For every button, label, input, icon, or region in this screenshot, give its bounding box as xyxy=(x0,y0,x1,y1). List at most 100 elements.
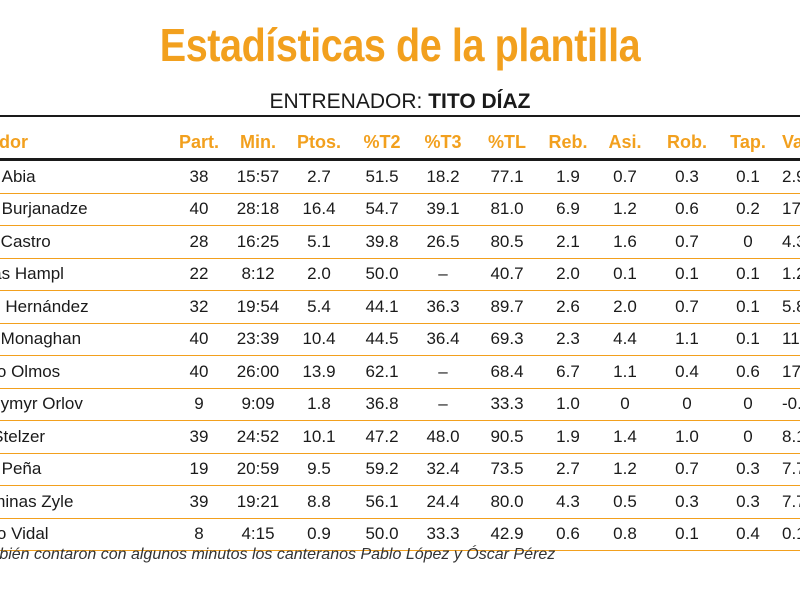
table-row: rgio Olmos4026:0013.962.1–68.46.71.10.40… xyxy=(0,355,800,389)
stat-cell: 2.0 xyxy=(286,258,352,291)
stat-cell: 40.7 xyxy=(474,258,540,291)
stat-cell: 80.5 xyxy=(474,225,540,259)
stat-cell: – xyxy=(412,388,474,421)
stat-cell: 50.0 xyxy=(352,518,412,551)
player-name-cell: rry Abia xyxy=(0,159,168,194)
stat-cell: 0.1 xyxy=(654,258,720,291)
stat-cell: 0.6 xyxy=(654,193,720,226)
header-divider xyxy=(0,115,800,117)
stat-cell: 0.1 xyxy=(720,290,776,324)
column-header: Rob. xyxy=(654,126,720,161)
stat-cell: 8.1 xyxy=(776,420,800,454)
stat-cell: 16.4 xyxy=(286,193,352,226)
column-header: Tap. xyxy=(720,126,776,161)
stat-cell: 22 xyxy=(168,258,230,291)
stat-cell: 1.1 xyxy=(596,355,654,389)
stat-cell: 36.3 xyxy=(412,290,474,324)
stat-cell: 40 xyxy=(168,355,230,389)
stat-cell: 2.9 xyxy=(776,159,800,194)
stat-cell: 6.9 xyxy=(540,193,596,226)
stat-cell: 1.9 xyxy=(540,420,596,454)
stat-cell: 0.3 xyxy=(720,485,776,519)
stat-cell: 47.2 xyxy=(352,420,412,454)
stat-cell: 77.1 xyxy=(474,159,540,194)
stat-cell: 23:39 xyxy=(230,323,286,356)
stat-cell: 19 xyxy=(168,453,230,486)
player-name-cell: us Castro xyxy=(0,225,168,259)
stat-cell: 39 xyxy=(168,485,230,519)
player-name-cell: gel Hernández xyxy=(0,290,168,324)
column-header: Va xyxy=(776,126,800,161)
coach-line: ENTRENADOR: TITO DÍAZ xyxy=(0,91,800,112)
stat-cell: 0.4 xyxy=(720,518,776,551)
page-title: Estadísticas de la plantilla xyxy=(159,19,641,71)
stat-cell: 9 xyxy=(168,388,230,421)
stat-cell: 50.0 xyxy=(352,258,412,291)
stat-cell: 2.7 xyxy=(286,159,352,194)
stat-cell: 5.8 xyxy=(776,290,800,324)
stat-cell: 4.4 xyxy=(596,323,654,356)
player-name-cell: qa Burjanadze xyxy=(0,193,168,226)
stat-cell: 32 xyxy=(168,290,230,324)
stat-cell: 9:09 xyxy=(230,388,286,421)
stat-cell: 26:00 xyxy=(230,355,286,389)
stat-cell: 36.4 xyxy=(412,323,474,356)
column-header: %T3 xyxy=(412,126,474,161)
stat-cell: 18.2 xyxy=(412,159,474,194)
column-header: Min. xyxy=(230,126,286,161)
stat-cell: 17. xyxy=(776,193,800,226)
stat-cell: 26.5 xyxy=(412,225,474,259)
stat-cell: 17. xyxy=(776,355,800,389)
stat-cell: 44.5 xyxy=(352,323,412,356)
stat-cell: 81.0 xyxy=(474,193,540,226)
stat-cell: 2.6 xyxy=(540,290,596,324)
stat-cell: 0.3 xyxy=(720,453,776,486)
stat-cell: 0.3 xyxy=(654,485,720,519)
stat-cell: 39 xyxy=(168,420,230,454)
stat-cell: 59.2 xyxy=(352,453,412,486)
stat-cell: 24.4 xyxy=(412,485,474,519)
stats-table: gadorPart.Min.Ptos.%T2%T3%TLReb.Asi.Rob.… xyxy=(0,126,800,551)
stat-cell: 2.3 xyxy=(540,323,596,356)
stat-cell: 1.6 xyxy=(596,225,654,259)
column-header: Asi. xyxy=(596,126,654,161)
stat-cell: 39.1 xyxy=(412,193,474,226)
player-name-cell: mas Hampl xyxy=(0,258,168,291)
stat-cell: 39.8 xyxy=(352,225,412,259)
stat-cell: 28:18 xyxy=(230,193,286,226)
table-row: ch Monaghan4023:3910.444.536.469.32.34.4… xyxy=(0,323,800,356)
stat-cell: 0.1 xyxy=(720,159,776,194)
stat-cell: 16:25 xyxy=(230,225,286,259)
player-name-cell: rgio Vidal xyxy=(0,518,168,551)
stat-cell: 1.9 xyxy=(540,159,596,194)
stat-cell: 0.7 xyxy=(596,159,654,194)
stat-cell: 2.0 xyxy=(540,258,596,291)
stat-cell: 89.7 xyxy=(474,290,540,324)
stat-cell: 0 xyxy=(720,225,776,259)
stat-cell: 1.2 xyxy=(596,453,654,486)
player-name-cell: rgio Olmos xyxy=(0,355,168,389)
stat-cell: 0.9 xyxy=(286,518,352,551)
player-name-cell: diminas Zyle xyxy=(0,485,168,519)
stat-cell: 0 xyxy=(720,388,776,421)
stat-cell: 56.1 xyxy=(352,485,412,519)
column-header: Part. xyxy=(168,126,230,161)
stat-cell: 0.1 xyxy=(654,518,720,551)
stat-cell: 5.1 xyxy=(286,225,352,259)
stat-cell: 0 xyxy=(596,388,654,421)
stat-cell: 62.1 xyxy=(352,355,412,389)
stat-cell: 0.1 xyxy=(720,323,776,356)
stat-cell: 11. xyxy=(776,323,800,356)
player-name-cell: lodymyr Orlov xyxy=(0,388,168,421)
stat-cell: 0.7 xyxy=(654,225,720,259)
player-name-cell: ch Monaghan xyxy=(0,323,168,356)
stat-cell: 40 xyxy=(168,323,230,356)
column-header: Reb. xyxy=(540,126,596,161)
column-header: gador xyxy=(0,126,168,161)
stat-cell: 0.4 xyxy=(654,355,720,389)
coach-name: TITO DÍAZ xyxy=(428,90,531,113)
stat-cell: -0.7 xyxy=(776,388,800,421)
stat-cell: – xyxy=(412,258,474,291)
stat-cell: 8 xyxy=(168,518,230,551)
stat-cell: 1.8 xyxy=(286,388,352,421)
